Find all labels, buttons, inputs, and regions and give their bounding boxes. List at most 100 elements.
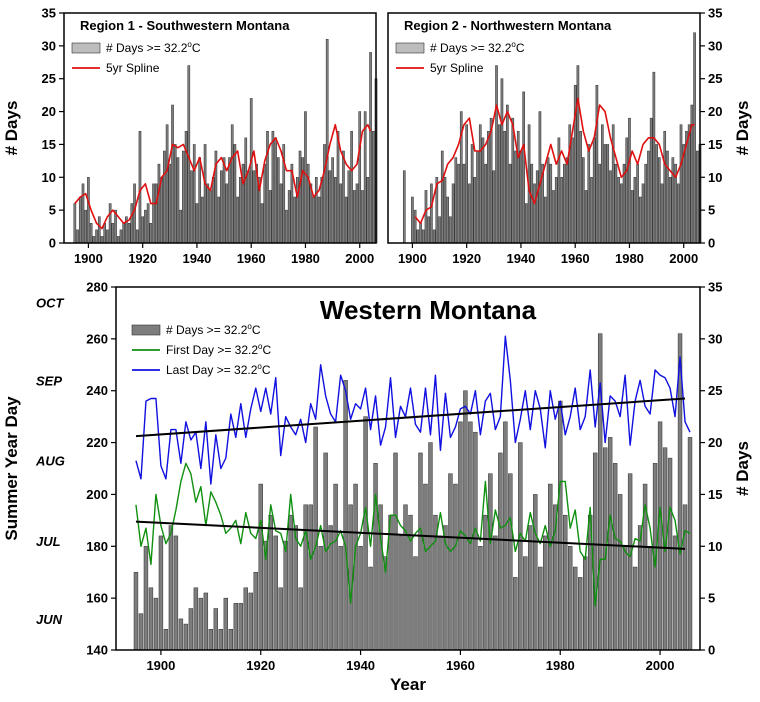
bar xyxy=(323,144,326,244)
bar xyxy=(193,587,199,651)
y-tick-label: 25 xyxy=(42,71,56,86)
bar xyxy=(190,170,193,244)
x-tick-label: 1900 xyxy=(398,251,427,266)
bar xyxy=(318,546,323,651)
bar xyxy=(430,183,433,244)
bar xyxy=(633,177,637,244)
bar xyxy=(203,144,207,244)
bar xyxy=(278,587,283,651)
bar xyxy=(144,209,147,244)
bar xyxy=(198,597,204,651)
bar xyxy=(558,400,563,651)
bar xyxy=(614,163,618,244)
bar xyxy=(247,170,250,244)
x-tick-label: 1940 xyxy=(182,251,211,266)
bar xyxy=(149,223,153,244)
bar xyxy=(138,131,142,244)
bar xyxy=(338,546,343,651)
bar xyxy=(358,111,362,244)
first-day-line xyxy=(135,462,691,607)
y-tick-label: 20 xyxy=(42,104,56,119)
bar xyxy=(220,170,223,244)
bar xyxy=(576,65,580,244)
bar xyxy=(454,157,458,244)
bar xyxy=(413,209,417,244)
bar xyxy=(243,587,248,651)
bar xyxy=(672,535,678,651)
bar xyxy=(533,183,536,244)
legend-entry: # Days >= 32.2oC xyxy=(430,40,525,55)
y-tick-label: 200 xyxy=(86,487,108,502)
bar xyxy=(508,163,512,244)
x-tick-label: 1940 xyxy=(346,658,375,673)
bar xyxy=(218,629,224,651)
bar xyxy=(95,229,98,244)
bar xyxy=(263,163,267,244)
bar xyxy=(565,157,569,244)
bar xyxy=(628,117,631,244)
bar xyxy=(451,183,455,244)
bar xyxy=(208,629,214,651)
y-tick-label-right: 0 xyxy=(708,236,715,251)
bar xyxy=(358,546,363,651)
bar xyxy=(544,196,547,244)
bar xyxy=(416,229,420,244)
bar xyxy=(154,183,158,244)
bar xyxy=(135,229,139,244)
y-tick-label: 5 xyxy=(49,203,56,218)
bar xyxy=(342,150,345,244)
bar xyxy=(253,571,258,651)
bar xyxy=(687,437,693,651)
bar xyxy=(146,203,150,244)
bar xyxy=(336,131,340,244)
bar xyxy=(304,111,307,244)
bar xyxy=(325,39,329,244)
bar xyxy=(173,144,177,244)
bar xyxy=(192,144,196,244)
bar xyxy=(578,577,583,651)
bar xyxy=(609,170,612,244)
bar xyxy=(525,203,528,244)
x-tick-label: 1900 xyxy=(74,251,103,266)
bar xyxy=(607,437,613,651)
bar xyxy=(195,203,199,244)
x-tick-label: 1960 xyxy=(561,251,590,266)
bar xyxy=(582,157,585,244)
bar xyxy=(538,111,542,244)
spline-line xyxy=(414,97,695,225)
bar xyxy=(141,216,144,244)
bar xyxy=(173,535,179,651)
bar xyxy=(636,163,639,244)
bar xyxy=(258,483,263,651)
bar xyxy=(296,177,299,244)
x-axis-title: Year xyxy=(390,675,426,694)
bar xyxy=(298,150,302,244)
bar xyxy=(148,587,154,651)
bar xyxy=(595,85,599,244)
bar xyxy=(344,196,348,244)
bar xyxy=(211,177,215,244)
bar xyxy=(592,452,598,651)
y-tick-label: 240 xyxy=(86,383,108,398)
bar xyxy=(503,131,506,244)
bar xyxy=(108,203,112,244)
bar xyxy=(89,223,93,244)
bar xyxy=(288,514,293,651)
y-tick-label-right: 35 xyxy=(708,280,722,295)
bar xyxy=(560,177,563,244)
bar xyxy=(273,535,278,651)
bar xyxy=(487,131,490,244)
bar xyxy=(478,546,483,651)
chart-title: Western Montana xyxy=(320,295,537,325)
y-tick-label: 260 xyxy=(86,331,108,346)
bar xyxy=(481,137,485,244)
bar xyxy=(152,183,155,244)
panel-northwestern-montana: 1900 1920 1940 1960 1980 2000 0 5 10 15 20 25 30 35 Re… xyxy=(387,6,752,266)
legend-entry: 5yr Spline xyxy=(430,61,484,75)
bar xyxy=(557,137,561,244)
bar xyxy=(97,216,101,244)
bar xyxy=(473,177,477,244)
bar xyxy=(233,144,237,244)
bar xyxy=(333,483,338,651)
bar xyxy=(483,514,488,651)
